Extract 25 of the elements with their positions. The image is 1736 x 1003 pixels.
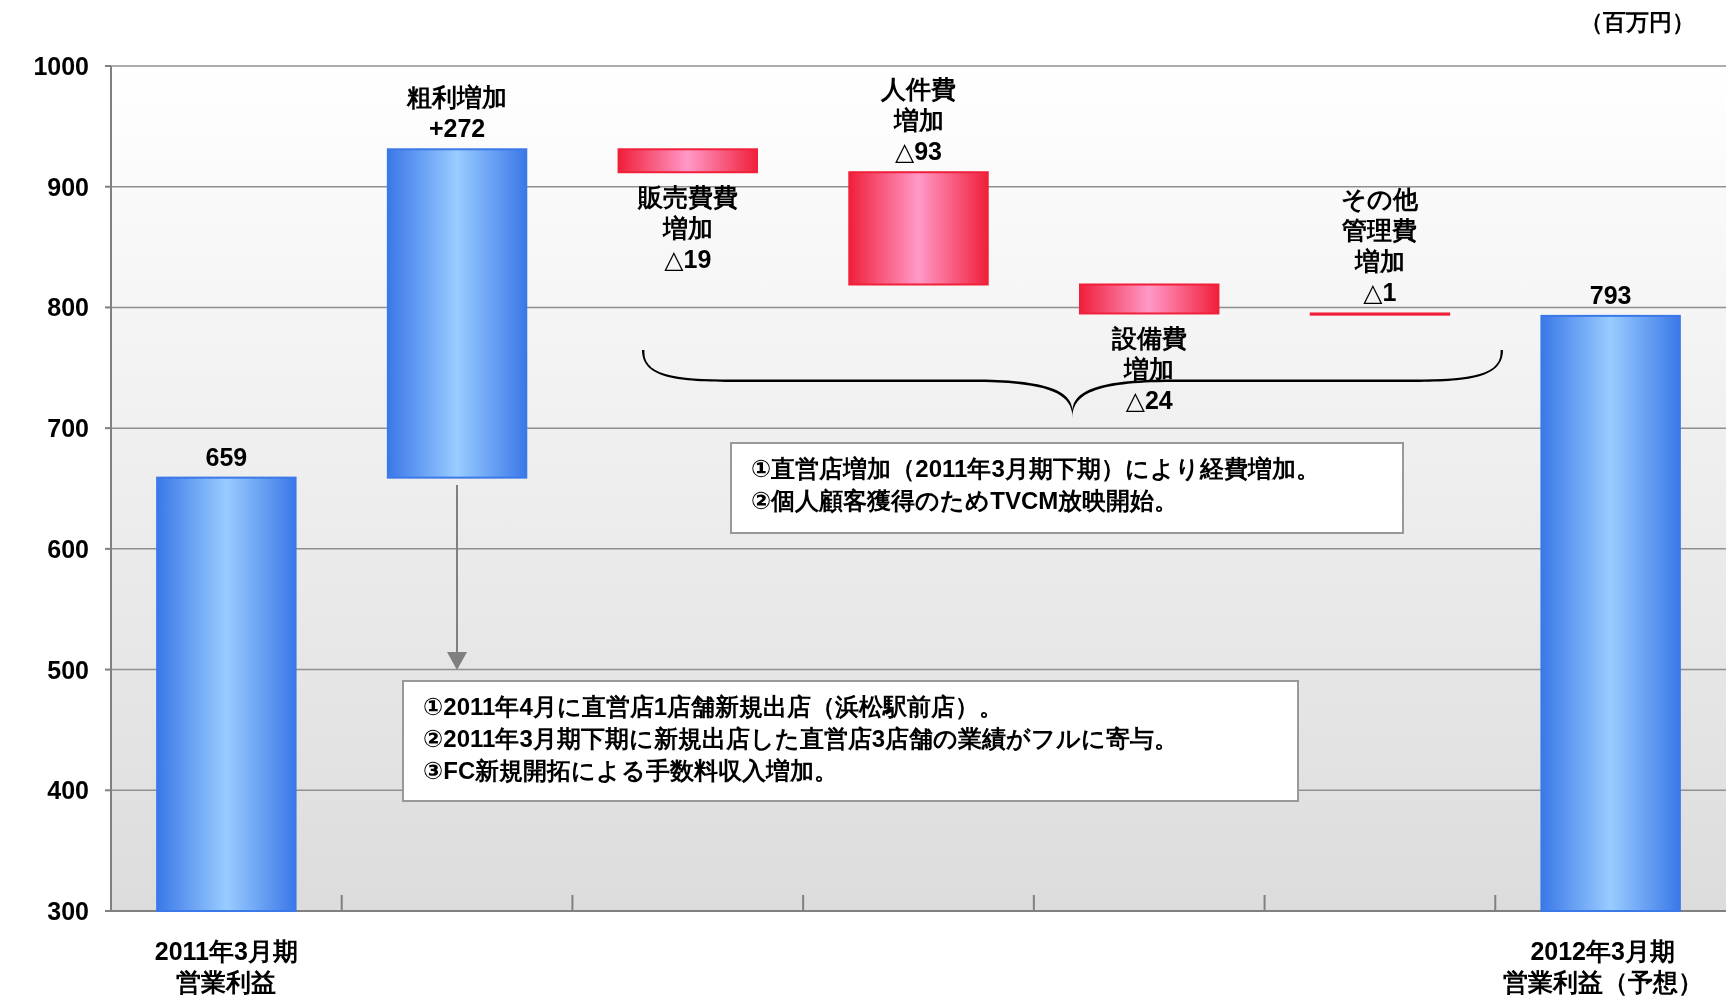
y-tick-label: 900 (47, 172, 89, 201)
x-tick-label: その他管理費増加 (1341, 185, 1420, 276)
data-label: +272 (428, 114, 486, 143)
data-label: 659 (205, 442, 248, 471)
text: （百万円） (1580, 9, 1695, 35)
y-tick-label: 700 (47, 414, 89, 443)
data-label: △19 (664, 245, 712, 274)
y-tick-label: 800 (47, 293, 89, 322)
y-tick-label: 300 (47, 897, 89, 925)
data-label: △93 (894, 137, 943, 166)
data-label: △1 (1363, 278, 1397, 307)
annotation: ①2011年4月に直営店1店舗新規出店（浜松駅前店）。 ②2011年3月期下期に新規出店した直営店3店舗の業績がフルに寄与。 ③FC新規開拓による手数料収入増加。 (423, 693, 1179, 784)
y-tick-label: 400 (47, 776, 89, 805)
x-tick-label: 人件費増加 (880, 75, 956, 135)
y-tick-label: 1000 (33, 52, 89, 80)
x-tick-label: 販売費費増加 (636, 183, 738, 243)
x-tick-label: 粗利増加 (406, 83, 508, 112)
y-tick-label: 600 (47, 534, 89, 563)
x-tick-label: 設備費増加 (1110, 324, 1187, 384)
data-label: 793 (1589, 280, 1632, 309)
data-label: △24 (1125, 386, 1173, 415)
y-tick-label: 500 (47, 655, 89, 684)
annotation: ①直営店増加（2011年3月期下期）により経費増加。 ②個人顧客獲得のためTVCM放映開始。 (751, 455, 1320, 514)
x-tick-label: 2012年3月期営業利益（予想） (1502, 937, 1703, 996)
x-tick-label: 2011年3月期営業利益 (154, 937, 298, 996)
